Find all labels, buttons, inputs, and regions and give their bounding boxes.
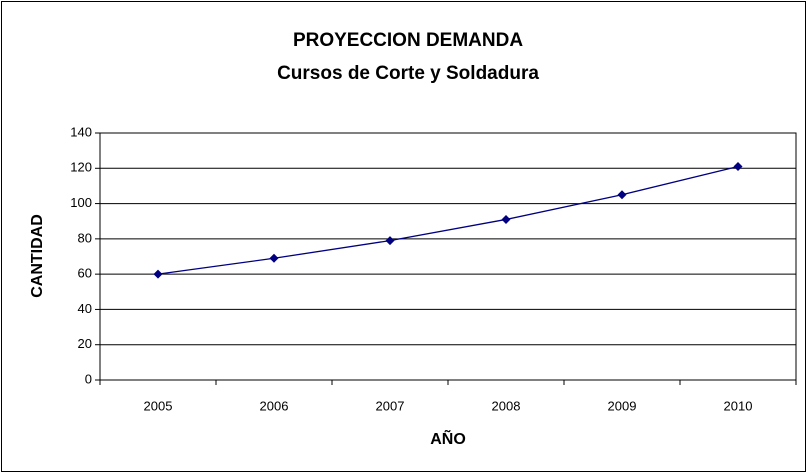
data-point xyxy=(385,236,395,246)
data-point xyxy=(269,253,279,263)
data-point xyxy=(501,214,511,224)
series-line xyxy=(157,165,739,275)
y-tick-label: 40 xyxy=(78,301,92,316)
data-point xyxy=(617,190,627,200)
chart-subtitle: Cursos de Corte y Soldadura xyxy=(277,63,539,84)
y-tick-label: 80 xyxy=(78,230,92,245)
x-tick-label: 2006 xyxy=(260,398,289,413)
x-axis-title: AÑO xyxy=(430,428,466,448)
y-tick-label: 120 xyxy=(70,160,92,175)
y-tick-label: 20 xyxy=(78,336,92,351)
chart-title: PROYECCION DEMANDA xyxy=(293,30,523,51)
data-point xyxy=(153,269,163,279)
y-tick-label: 100 xyxy=(70,195,92,210)
x-tick-label: 2010 xyxy=(724,398,753,413)
x-tick-label: 2008 xyxy=(492,398,521,413)
y-tick-label: 60 xyxy=(78,266,92,281)
data-point xyxy=(733,162,743,172)
x-tick-label: 2007 xyxy=(376,398,405,413)
y-tick-label: 0 xyxy=(85,371,92,386)
x-tick-label: 2009 xyxy=(608,398,637,413)
y-axis-title: CANTIDAD xyxy=(29,214,46,298)
plot-area xyxy=(99,132,797,381)
y-tick-label: 140 xyxy=(70,124,92,139)
x-tick-label: 2005 xyxy=(144,398,173,413)
